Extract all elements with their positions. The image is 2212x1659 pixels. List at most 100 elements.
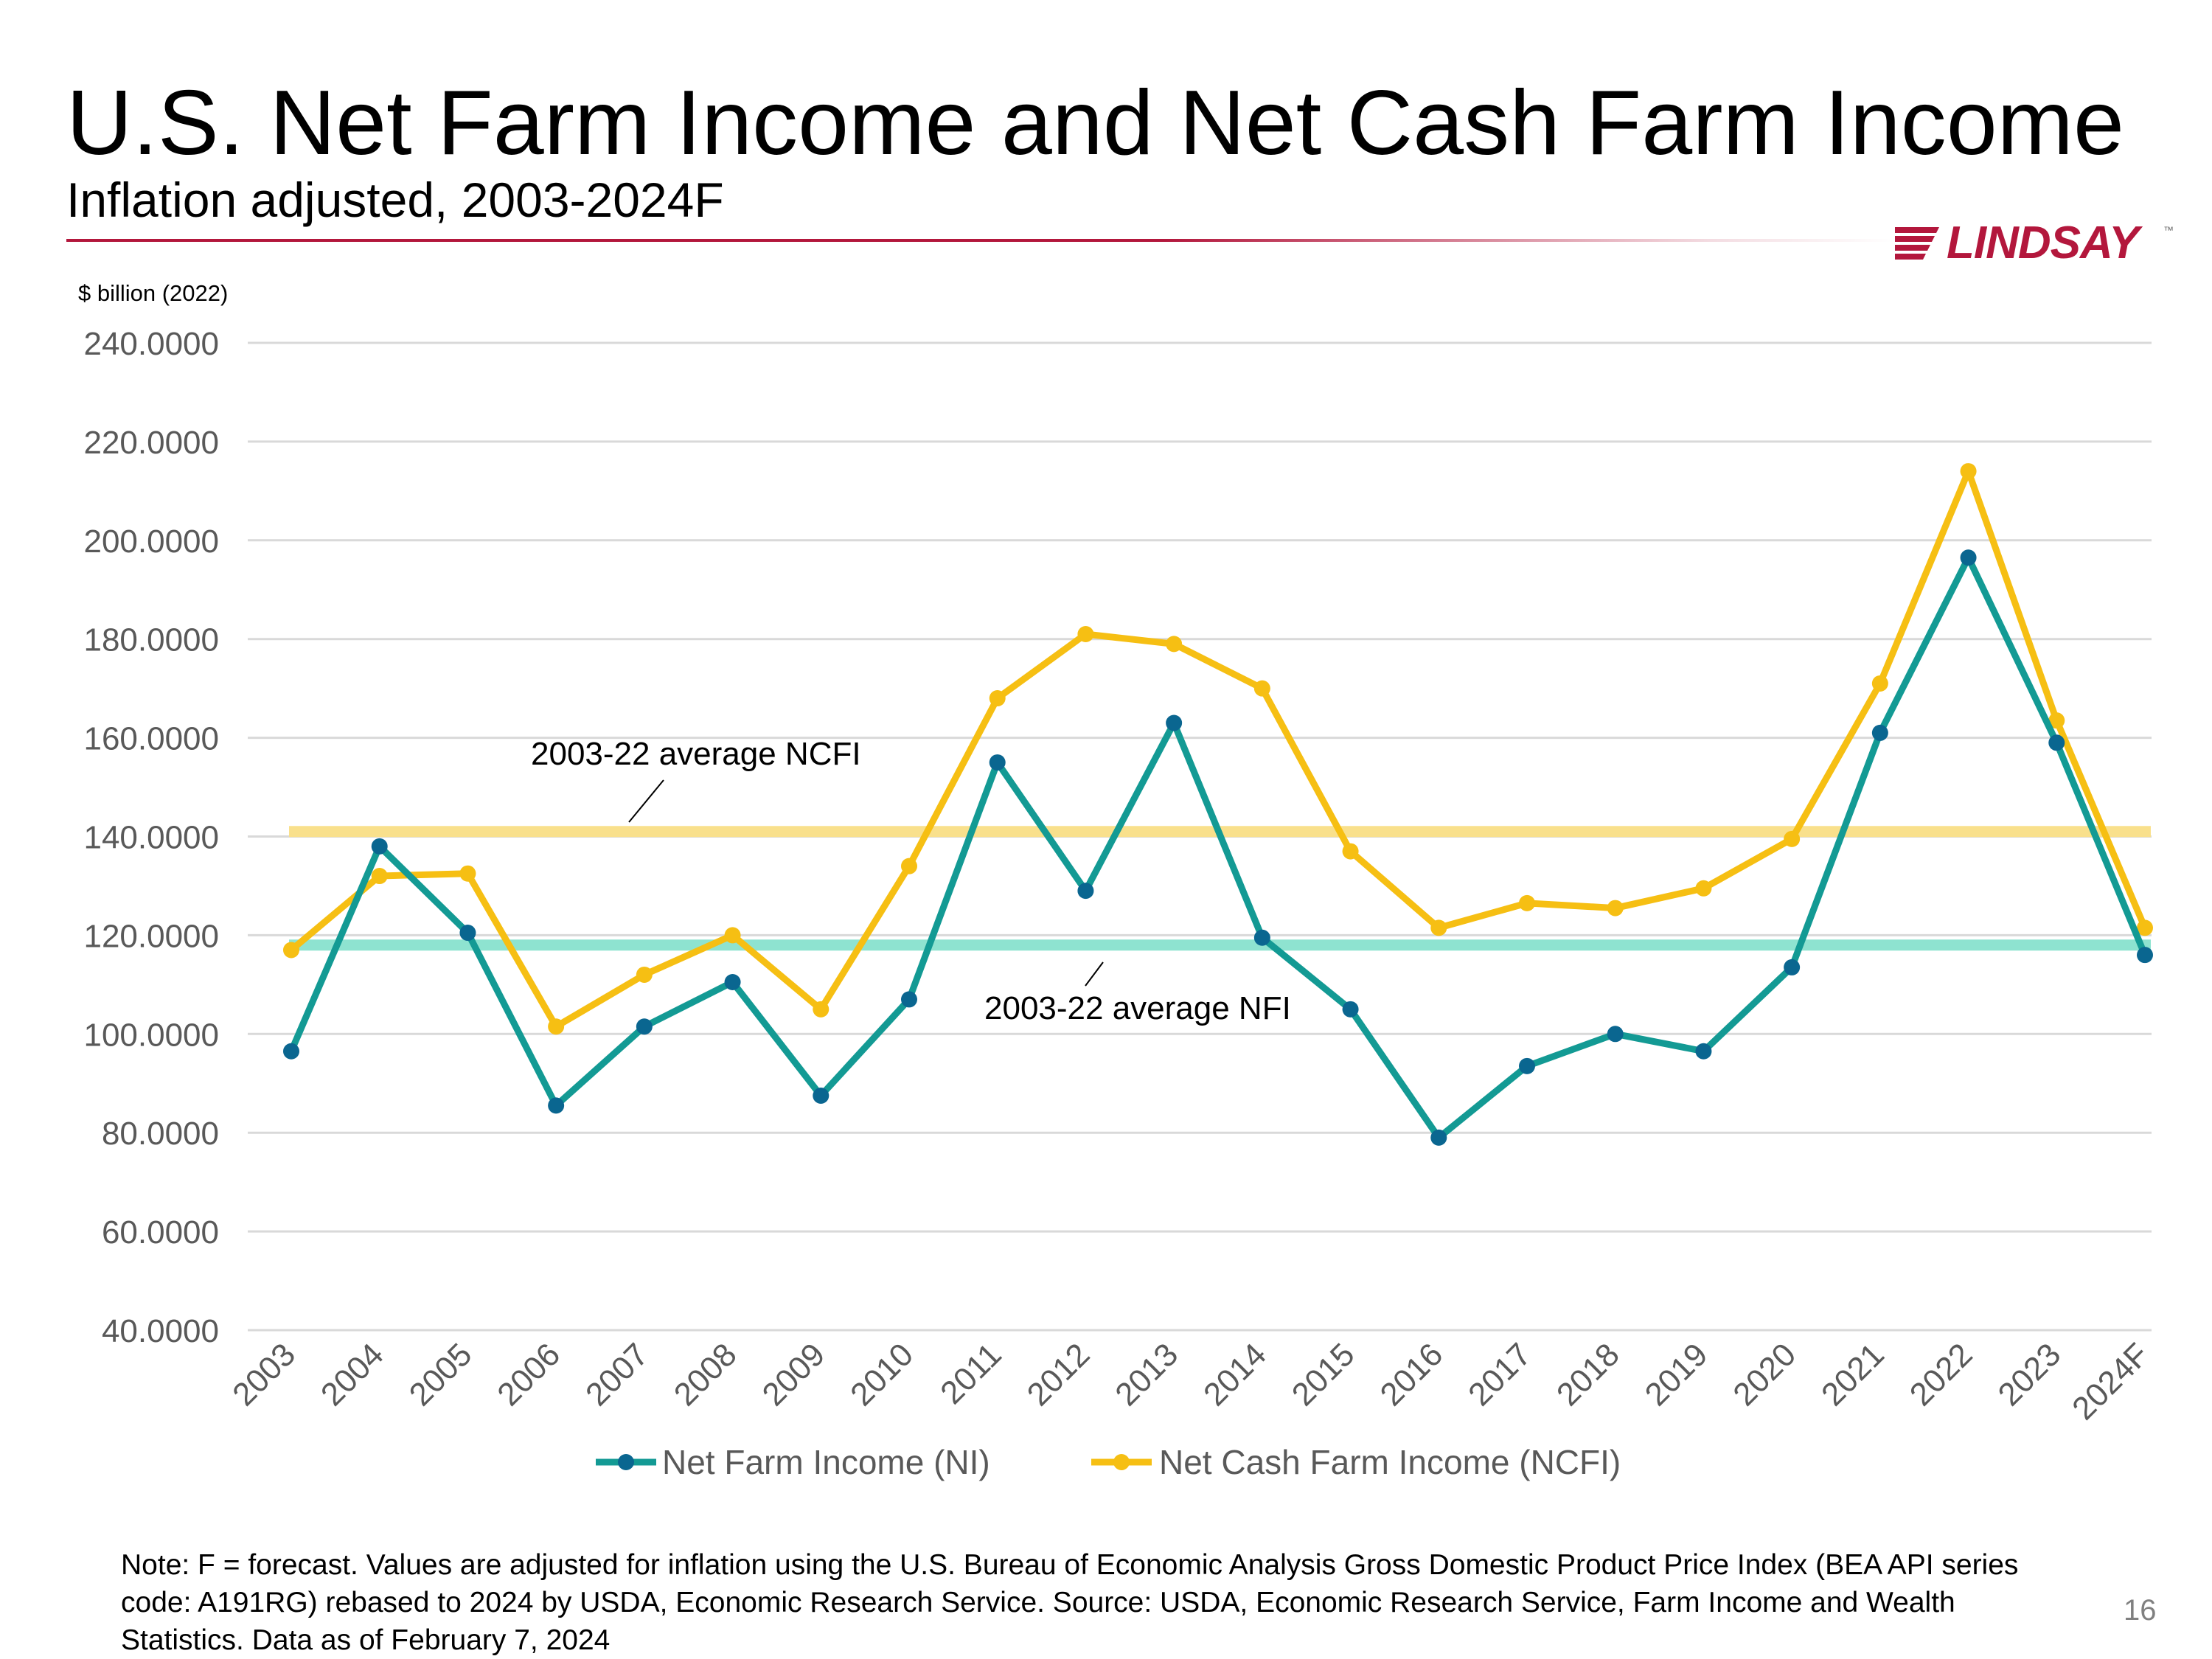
data-point bbox=[1607, 1026, 1624, 1043]
data-point bbox=[813, 1087, 830, 1104]
x-axis-ticks: 2003 2004 2005 2006 2007 2008 2009 2010 2011 2012… bbox=[226, 1336, 2156, 1427]
data-point bbox=[1166, 636, 1183, 653]
data-point bbox=[1871, 675, 1888, 692]
y-tick-label: 160.0000 bbox=[83, 721, 219, 757]
data-point bbox=[1077, 626, 1094, 643]
x-tick-label: 2022 bbox=[1903, 1336, 1980, 1413]
y-axis-label: $ billion (2022) bbox=[78, 280, 228, 306]
x-tick-label: 2013 bbox=[1108, 1336, 1185, 1413]
x-tick-label: 2015 bbox=[1285, 1336, 1362, 1413]
x-tick-label: 2023 bbox=[1991, 1336, 2067, 1413]
y-tick-label: 40.0000 bbox=[102, 1313, 219, 1349]
data-point bbox=[724, 927, 741, 944]
data-point bbox=[2048, 734, 2065, 751]
data-point bbox=[1784, 959, 1801, 975]
data-point bbox=[1960, 463, 1977, 480]
x-tick-label: 2018 bbox=[1550, 1336, 1627, 1413]
x-tick-label: 2011 bbox=[933, 1336, 1009, 1411]
lindsay-logo-text: LINDSAY bbox=[1947, 218, 2140, 268]
data-point bbox=[283, 1043, 299, 1060]
y-tick-label: 80.0000 bbox=[102, 1116, 219, 1152]
annotation-ncfi-leader bbox=[628, 779, 664, 823]
legend-label: Net Cash Farm Income (NCFI) bbox=[1159, 1443, 1621, 1481]
lindsay-logo-mark-icon bbox=[1895, 227, 1939, 260]
lindsay-logo-tm: ™ bbox=[2163, 224, 2174, 236]
data-point bbox=[1342, 843, 1359, 860]
data-point bbox=[989, 690, 1006, 707]
x-tick-label: 2007 bbox=[579, 1336, 655, 1413]
data-point bbox=[459, 865, 476, 882]
x-tick-label: 2017 bbox=[1461, 1336, 1538, 1413]
data-point bbox=[724, 974, 741, 991]
annotations: 2003-22 average NCFI 2003-22 average NFI bbox=[531, 736, 1291, 1026]
y-tick-label: 100.0000 bbox=[83, 1017, 219, 1053]
data-point bbox=[283, 942, 299, 959]
data-point bbox=[636, 1018, 653, 1035]
legend-swatch-marker bbox=[1113, 1454, 1130, 1470]
annotation-nfi-leader bbox=[1085, 961, 1104, 987]
annotation-ncfi-label: 2003-22 average NCFI bbox=[531, 736, 861, 772]
y-tick-label: 60.0000 bbox=[102, 1214, 219, 1251]
data-point bbox=[901, 858, 917, 874]
data-point bbox=[1519, 1057, 1535, 1074]
data-point bbox=[2137, 919, 2153, 936]
data-point bbox=[548, 1018, 565, 1035]
data-point bbox=[1695, 880, 1712, 897]
y-tick-label: 180.0000 bbox=[83, 622, 219, 658]
data-point bbox=[2137, 947, 2153, 964]
data-point bbox=[989, 754, 1006, 771]
x-tick-label: 2008 bbox=[667, 1336, 744, 1413]
x-tick-label: 2020 bbox=[1726, 1336, 1803, 1413]
legend-swatch-marker bbox=[618, 1454, 634, 1470]
x-tick-label: 2005 bbox=[403, 1336, 479, 1413]
title-divider bbox=[66, 239, 1895, 242]
x-tick-label: 2004 bbox=[314, 1336, 391, 1413]
data-point bbox=[1695, 1043, 1712, 1060]
y-tick-label: 240.0000 bbox=[83, 326, 219, 362]
data-point bbox=[2048, 712, 2065, 729]
slide-subtitle: Inflation adjusted, 2003-2024F bbox=[66, 173, 724, 227]
legend: Net Farm Income (NI) Net Cash Farm Income… bbox=[596, 1443, 1621, 1481]
data-point bbox=[1430, 919, 1447, 936]
x-tick-label: 2010 bbox=[844, 1336, 920, 1413]
y-tick-label: 120.0000 bbox=[83, 918, 219, 954]
page-number: 16 bbox=[2124, 1594, 2157, 1627]
data-point bbox=[459, 925, 476, 942]
data-point bbox=[636, 966, 653, 983]
x-tick-label: 2003 bbox=[226, 1336, 302, 1413]
y-axis-ticks: 40.0000 60.0000 80.0000 100.0000 120.0000 140… bbox=[83, 326, 219, 1349]
data-point bbox=[371, 838, 388, 855]
series-lines bbox=[283, 463, 2153, 1146]
data-point bbox=[1960, 549, 1977, 566]
x-tick-label: 2019 bbox=[1638, 1336, 1715, 1413]
series-line bbox=[288, 467, 2149, 1030]
data-point bbox=[1430, 1129, 1447, 1146]
data-point bbox=[1519, 894, 1535, 911]
x-tick-label: 2009 bbox=[755, 1336, 832, 1413]
data-point bbox=[371, 868, 388, 885]
legend-label: Net Farm Income (NI) bbox=[662, 1443, 990, 1481]
reference-lines bbox=[289, 826, 2151, 951]
annotation-nfi-label: 2003-22 average NFI bbox=[984, 990, 1291, 1026]
data-point bbox=[1342, 1001, 1359, 1018]
y-tick-label: 140.0000 bbox=[83, 820, 219, 856]
slide-title: U.S. Net Farm Income and Net Cash Farm I… bbox=[66, 72, 2124, 174]
data-point bbox=[1784, 830, 1801, 847]
footnote: Note: F = forecast. Values are adjusted … bbox=[121, 1549, 2019, 1656]
x-tick-label: 2012 bbox=[1020, 1336, 1097, 1413]
data-point bbox=[1166, 714, 1183, 731]
x-tick-label: 2024F bbox=[2065, 1336, 2156, 1427]
data-point bbox=[548, 1097, 565, 1114]
x-tick-label: 2016 bbox=[1373, 1336, 1450, 1413]
data-point bbox=[1253, 680, 1270, 697]
y-tick-label: 220.0000 bbox=[83, 425, 219, 461]
series-line bbox=[288, 554, 2149, 1141]
data-point bbox=[1607, 900, 1624, 917]
data-point bbox=[1077, 883, 1094, 900]
y-tick-label: 200.0000 bbox=[83, 524, 219, 560]
data-point bbox=[1871, 724, 1888, 741]
data-point bbox=[901, 991, 917, 1008]
x-tick-label: 2014 bbox=[1197, 1336, 1273, 1413]
data-point bbox=[813, 1001, 830, 1018]
